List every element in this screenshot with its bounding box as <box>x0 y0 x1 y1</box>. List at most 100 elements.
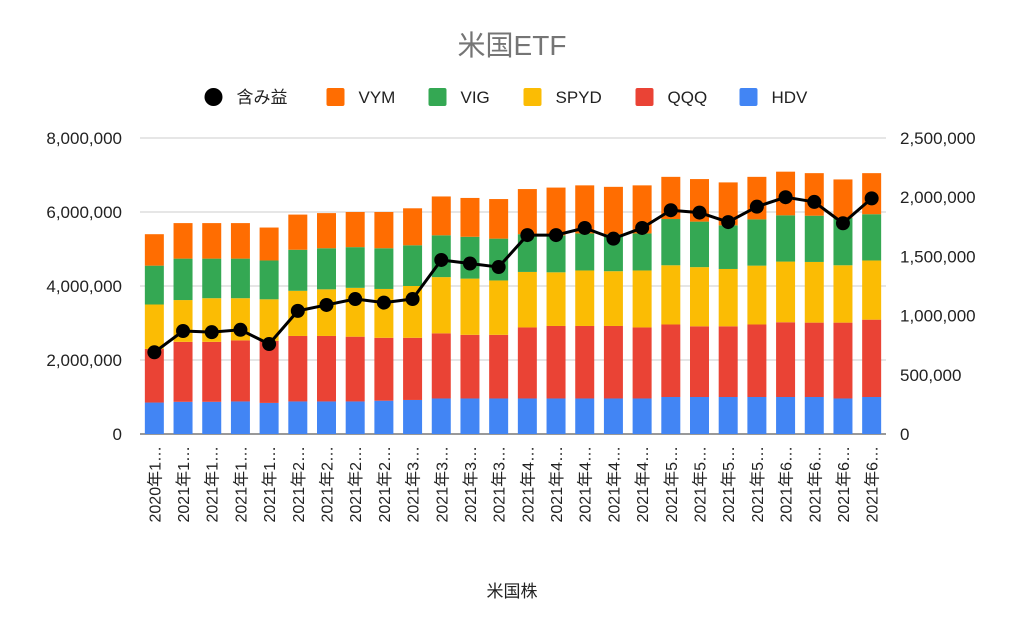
bar-vig <box>288 249 308 291</box>
gridlines <box>140 137 886 435</box>
bar-vig <box>747 219 767 266</box>
bar-vig <box>517 234 537 272</box>
bar-hdv <box>144 402 164 434</box>
line-point <box>864 191 879 206</box>
x-tick-label: 2021年3… <box>405 446 423 523</box>
legend-item: QQQ <box>635 88 707 107</box>
bar-qqq <box>144 348 164 403</box>
line-point <box>434 252 449 267</box>
bar-vym <box>230 223 250 259</box>
x-axis-ticks: 2020年1… 2021年1… 2021年1… 2021年1… 2021年1… 2021年… <box>146 446 881 523</box>
bar-vig <box>575 233 595 271</box>
left-tick-label: 2,000,000 <box>46 351 122 370</box>
x-tick-label: 2021年3… <box>462 446 480 523</box>
bar-spyd <box>661 265 681 325</box>
bar-vym <box>345 212 365 248</box>
bar-hdv <box>575 398 595 434</box>
bars <box>144 171 882 434</box>
x-tick-label: 2021年1… <box>261 446 279 523</box>
line-point <box>348 292 363 307</box>
bar-qqq <box>804 322 824 397</box>
x-tick-label: 2021年2… <box>347 446 365 523</box>
x-tick-label: 2021年4… <box>548 446 566 523</box>
x-tick-label: 2021年2… <box>319 446 337 523</box>
line-series <box>147 190 879 360</box>
legend-label: HDV <box>772 88 809 107</box>
right-tick-label: 1,500,000 <box>900 247 976 266</box>
line-point <box>721 215 736 230</box>
bar-spyd <box>431 277 451 334</box>
bar-vym <box>546 187 566 236</box>
line-point <box>778 190 793 205</box>
left-tick-label: 6,000,000 <box>46 203 122 222</box>
x-tick-label: 2021年6… <box>806 446 824 523</box>
legend-label: SPYD <box>556 88 602 107</box>
bar-spyd <box>575 270 595 326</box>
bar-spyd <box>632 270 652 328</box>
legend-swatch <box>635 88 654 106</box>
x-tick-label: 2021年2… <box>290 446 308 523</box>
line-point <box>233 322 248 337</box>
line-point <box>577 220 592 235</box>
line-point <box>549 228 564 243</box>
line-point <box>176 323 191 338</box>
bar-spyd <box>718 268 738 327</box>
x-tick-label: 2021年5… <box>720 446 738 523</box>
legend: 含み益 VYM VIG SPYD QQQ HDV <box>204 88 809 107</box>
bar-qqq <box>317 335 336 402</box>
legend-item: HDV <box>739 88 809 107</box>
bar-qqq <box>259 340 279 403</box>
bar-spyd <box>833 265 853 323</box>
bar-hdv <box>202 401 222 434</box>
line-point <box>290 303 305 318</box>
bar-vig <box>403 245 423 286</box>
bar-vym <box>833 179 853 218</box>
bar-qqq <box>632 327 652 399</box>
bar-spyd <box>517 271 537 328</box>
bar-spyd <box>862 260 882 320</box>
x-tick-label: 2021年1… <box>232 446 250 523</box>
left-tick-label: 4,000,000 <box>46 277 122 296</box>
x-tick-label: 2021年5… <box>663 446 681 523</box>
line-point <box>749 199 764 214</box>
bar-spyd <box>690 267 709 327</box>
bar-vym <box>431 196 451 236</box>
right-tick-label: 1,000,000 <box>900 307 976 326</box>
line-point <box>692 205 707 220</box>
bar-vym <box>144 234 164 266</box>
bar-qqq <box>517 327 537 399</box>
bar-hdv <box>489 398 509 434</box>
x-tick-label: 2021年1… <box>204 446 222 523</box>
legend-swatch <box>739 88 758 106</box>
bar-vig <box>776 215 796 262</box>
bar-vym <box>804 173 824 216</box>
bar-vym <box>489 199 509 239</box>
bar-hdv <box>632 398 652 434</box>
line-point <box>635 220 650 235</box>
x-tick-label: 2021年4… <box>634 446 652 523</box>
bar-hdv <box>661 397 681 434</box>
bar-qqq <box>460 334 480 399</box>
bar-vig <box>833 217 853 266</box>
bar-hdv <box>288 401 308 434</box>
bar-vym <box>173 223 193 259</box>
bar-qqq <box>403 337 423 400</box>
line-point <box>462 256 477 271</box>
right-tick-label: 0 <box>900 425 909 444</box>
bar-vig <box>202 258 222 299</box>
bar-hdv <box>517 398 537 434</box>
line-point <box>262 337 277 352</box>
bar-hdv <box>747 397 767 434</box>
bar-spyd <box>747 265 767 325</box>
x-tick-label: 2021年6… <box>864 446 882 523</box>
bar-qqq <box>747 324 767 397</box>
x-tick-label: 2021年4… <box>605 446 623 523</box>
chart-title: 米国ETF <box>458 30 567 61</box>
bar-qqq <box>288 335 308 402</box>
bar-spyd <box>259 299 279 341</box>
bar-qqq <box>489 334 509 399</box>
x-tick-label: 2020年1… <box>146 446 164 523</box>
bar-hdv <box>862 397 882 434</box>
legend-item: SPYD <box>523 88 602 107</box>
